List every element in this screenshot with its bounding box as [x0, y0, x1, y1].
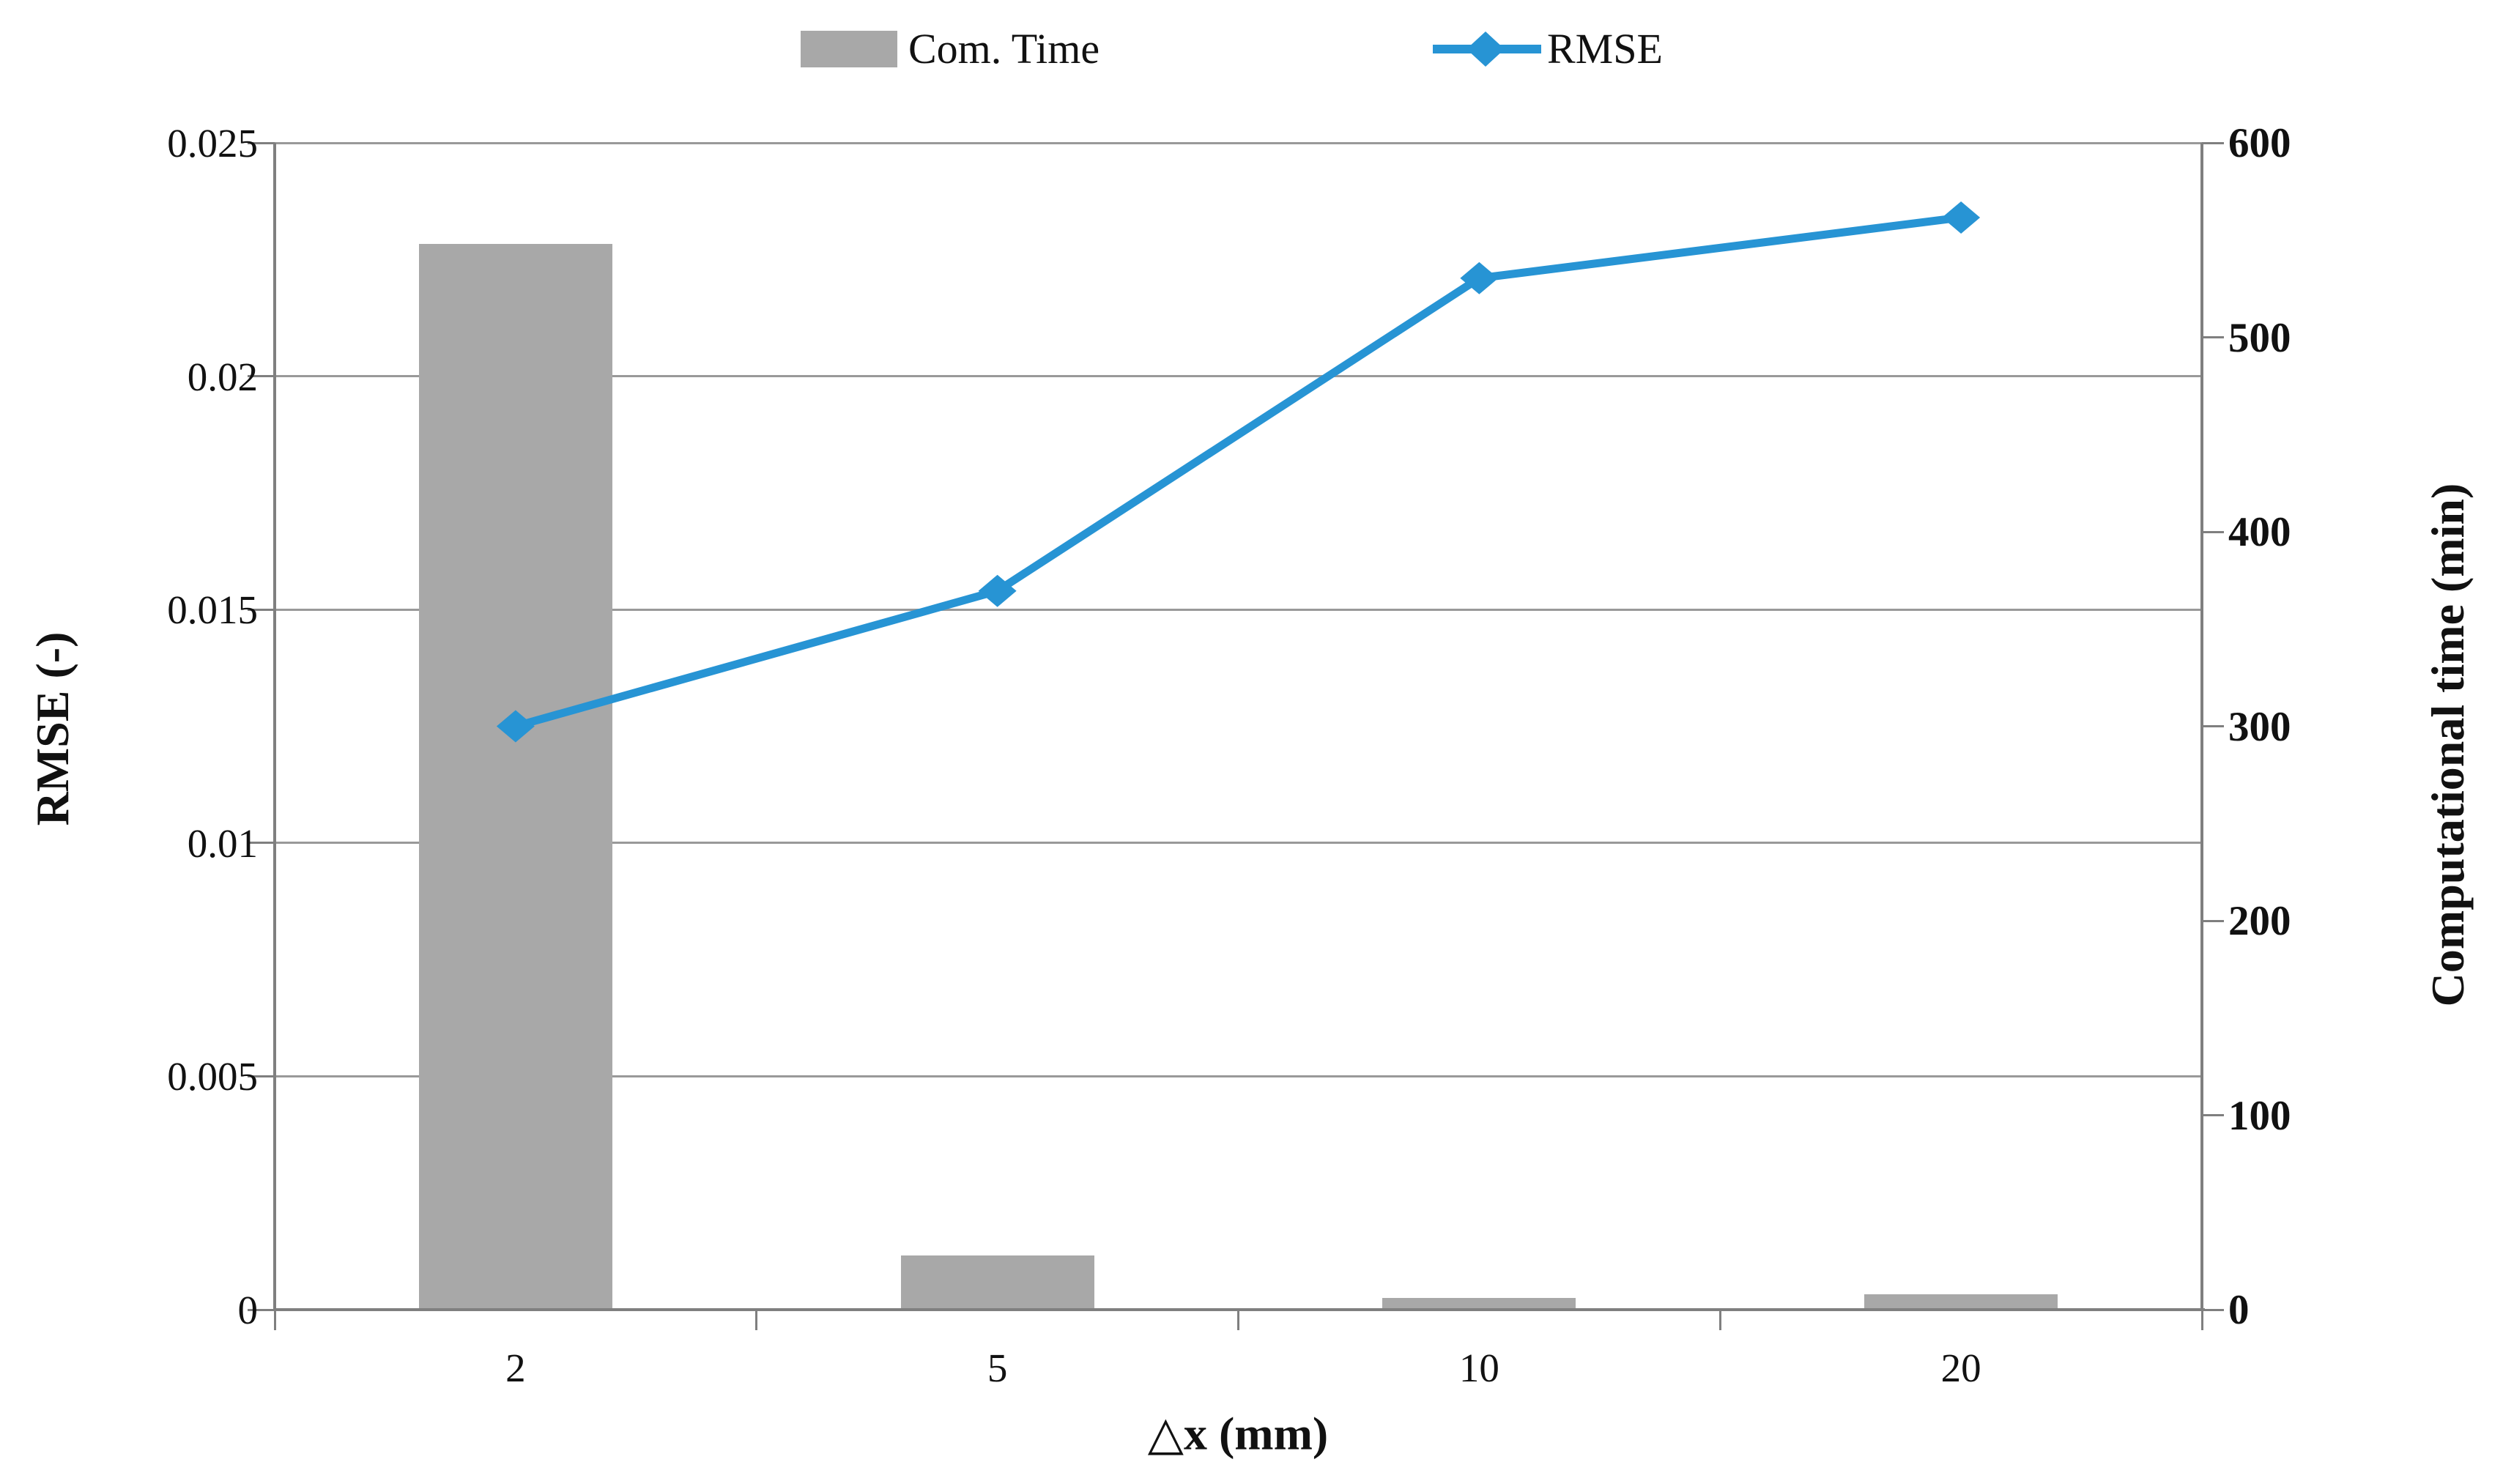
- right-axis-tick-label: 600: [2228, 120, 2291, 166]
- right-axis-tick-label: 200: [2228, 898, 2291, 944]
- x-axis-tick: [1237, 1310, 1239, 1330]
- right-axis-tick-label: 400: [2228, 509, 2291, 555]
- x-axis-tick-label: 2: [505, 1346, 526, 1390]
- right-axis-title: Computational time (min): [2422, 483, 2474, 1007]
- bar-com-time: [1864, 1294, 2058, 1310]
- legend-bar-swatch: [801, 31, 897, 67]
- rmse-marker-diamond: [1942, 201, 1981, 234]
- x-axis-title: △x (mm): [1147, 1407, 1329, 1460]
- x-axis-tick-label: 10: [1458, 1346, 1499, 1390]
- left-axis-tick: [248, 1075, 275, 1077]
- left-axis-tick-label: 0.01: [187, 820, 258, 866]
- left-axis-tick-label: 0.015: [167, 587, 258, 633]
- x-axis-tick: [1718, 1310, 1721, 1330]
- left-axis-tick: [248, 608, 275, 611]
- right-axis-line: [2200, 143, 2203, 1311]
- bar-com-time: [418, 244, 612, 1310]
- x-axis-tick: [755, 1310, 758, 1330]
- left-axis-tick-label: 0: [237, 1288, 259, 1332]
- right-axis-tick: [2202, 141, 2224, 144]
- right-axis-tick: [2202, 336, 2224, 338]
- rmse-marker-diamond: [1460, 261, 1499, 294]
- bar-com-time: [1382, 1298, 1576, 1310]
- x-axis-tick: [2200, 1310, 2203, 1330]
- legend-line-label: RMSE: [1547, 25, 1663, 73]
- left-axis-line: [273, 143, 276, 1311]
- left-axis-tick-label: 0.025: [167, 121, 258, 166]
- rmse-marker-diamond: [978, 574, 1017, 607]
- x-axis-tick: [273, 1310, 276, 1330]
- left-axis-tick: [248, 842, 275, 845]
- right-axis-tick: [2202, 919, 2224, 922]
- left-axis-tick-label: 0.02: [187, 354, 258, 399]
- legend-bar-label: Com. Time: [908, 25, 1100, 73]
- left-axis-tick: [248, 375, 275, 378]
- x-axis-tick-label: 20: [1940, 1346, 1981, 1390]
- gridline: [262, 1075, 2202, 1077]
- left-axis-tick: [248, 1308, 275, 1311]
- right-axis-tick: [2202, 725, 2224, 727]
- bar-com-time: [900, 1255, 1094, 1310]
- left-axis-tick-label: 0.005: [167, 1054, 258, 1099]
- x-axis-line: [275, 1308, 2205, 1311]
- x-axis-tick-label: 5: [987, 1346, 1008, 1390]
- right-axis-tick-label: 100: [2228, 1092, 2291, 1139]
- right-axis-tick-label: 300: [2228, 703, 2291, 750]
- right-axis-tick: [2202, 530, 2224, 533]
- left-axis-tick: [248, 141, 275, 144]
- gridline: [262, 141, 2202, 144]
- right-axis-tick: [2202, 1308, 2224, 1311]
- gridline: [262, 842, 2202, 845]
- right-axis-tick: [2202, 1114, 2224, 1116]
- rmse-line: [514, 213, 1962, 730]
- right-axis-tick-label: 500: [2228, 314, 2291, 361]
- legend-line-marker-icon: [1433, 31, 1541, 67]
- right-axis-tick-label: 0: [2228, 1287, 2250, 1333]
- left-axis-title: RMSE (-): [26, 631, 78, 826]
